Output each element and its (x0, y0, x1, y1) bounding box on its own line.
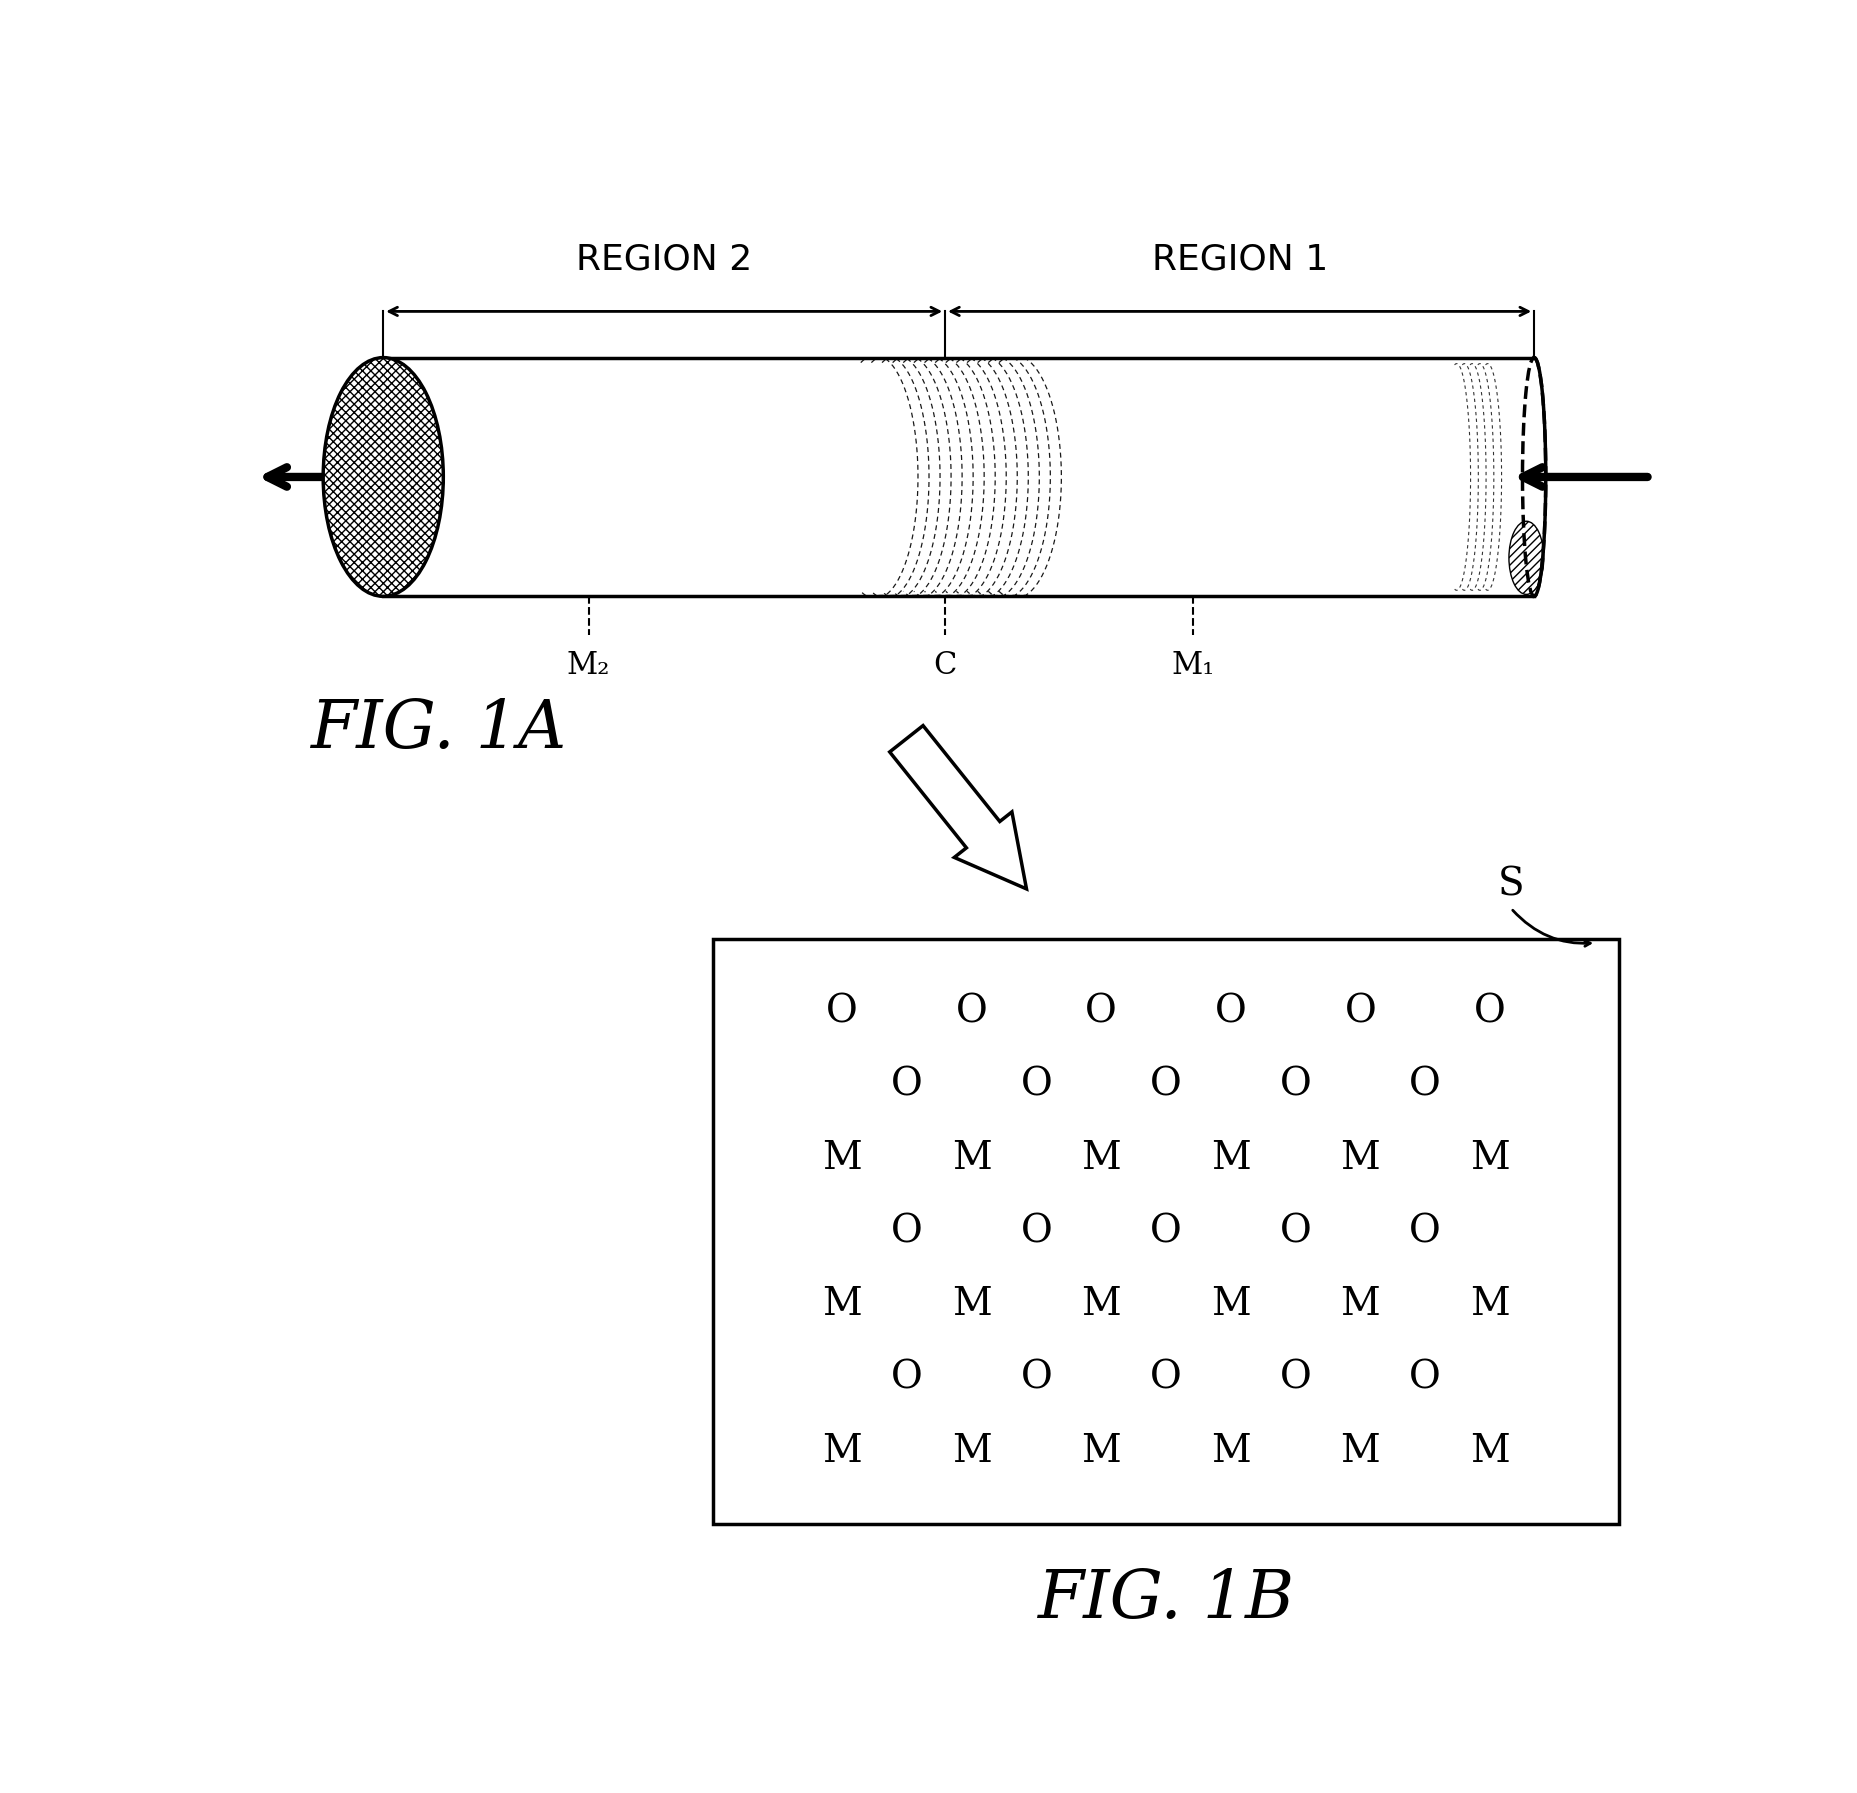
Text: M: M (1081, 1140, 1122, 1176)
Text: M: M (1341, 1433, 1380, 1470)
Text: M₂: M₂ (566, 651, 611, 681)
Text: C: C (934, 651, 956, 681)
Text: O: O (1279, 1359, 1311, 1397)
Text: O: O (1409, 1067, 1441, 1104)
Text: M: M (953, 1140, 992, 1176)
Text: M: M (1471, 1140, 1510, 1176)
Text: O: O (891, 1067, 923, 1104)
Text: O: O (1149, 1067, 1181, 1104)
Ellipse shape (323, 357, 444, 597)
Text: O: O (1021, 1067, 1053, 1104)
Text: M: M (1081, 1433, 1122, 1470)
Text: O: O (1409, 1214, 1441, 1250)
Text: M: M (1471, 1286, 1510, 1323)
Text: FIG. 1B: FIG. 1B (1038, 1567, 1294, 1632)
Text: O: O (1021, 1214, 1053, 1250)
Text: O: O (1279, 1067, 1311, 1104)
Text: O: O (1474, 993, 1506, 1031)
Text: O: O (1214, 993, 1246, 1031)
Text: M: M (953, 1433, 992, 1470)
Text: M: M (823, 1140, 862, 1176)
Text: O: O (1021, 1359, 1053, 1397)
Text: M: M (953, 1286, 992, 1323)
Text: M₁: M₁ (1172, 651, 1214, 681)
Text: M: M (1211, 1286, 1250, 1323)
Text: M: M (823, 1286, 862, 1323)
Bar (713, 940, 1619, 1524)
Text: REGION 2: REGION 2 (576, 242, 752, 276)
Text: M: M (823, 1433, 862, 1470)
Text: M: M (1341, 1286, 1380, 1323)
Text: M: M (1211, 1433, 1250, 1470)
Text: O: O (891, 1359, 923, 1397)
FancyArrow shape (890, 726, 1027, 889)
Text: O: O (1409, 1359, 1441, 1397)
Text: O: O (891, 1214, 923, 1250)
Text: O: O (1344, 993, 1376, 1031)
Text: M: M (1081, 1286, 1122, 1323)
Text: O: O (826, 993, 858, 1031)
Text: O: O (956, 993, 988, 1031)
Text: S: S (1497, 866, 1525, 904)
Text: O: O (1149, 1214, 1181, 1250)
Text: O: O (1279, 1214, 1311, 1250)
Text: O: O (1084, 993, 1118, 1031)
Text: O: O (1149, 1359, 1181, 1397)
Text: M: M (1211, 1140, 1250, 1176)
Text: M: M (1471, 1433, 1510, 1470)
Text: REGION 1: REGION 1 (1151, 242, 1328, 276)
Text: FIG. 1A: FIG. 1A (310, 696, 566, 762)
Ellipse shape (1510, 522, 1543, 595)
Text: M: M (1341, 1140, 1380, 1176)
